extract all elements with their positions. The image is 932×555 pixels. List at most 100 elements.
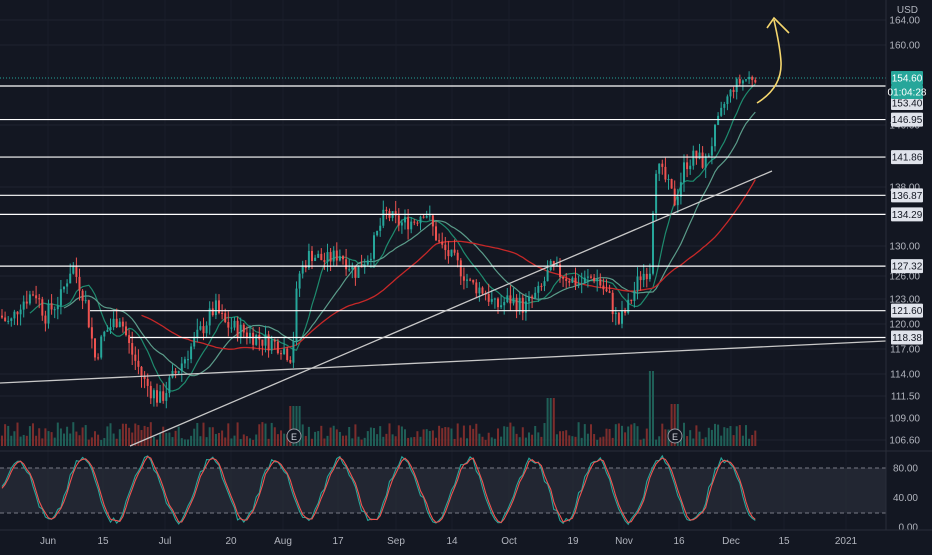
volume-bar xyxy=(261,422,264,446)
volume-bar xyxy=(652,371,654,446)
candle-body xyxy=(128,335,131,344)
stochastic-oscillator xyxy=(0,454,886,526)
date-tick-label: 2021 xyxy=(835,536,858,547)
candle-body xyxy=(323,260,326,262)
volume-bar xyxy=(388,423,391,446)
candle-body xyxy=(571,277,574,283)
level-tag-bg xyxy=(891,259,923,274)
drawn-arrow-head xyxy=(766,16,790,34)
volume-bar xyxy=(441,428,444,446)
volume-bar xyxy=(596,439,599,446)
earnings-markers: E E xyxy=(286,428,683,444)
candle-body xyxy=(552,261,555,266)
candle-body xyxy=(233,320,236,328)
volume-bar xyxy=(196,422,199,446)
candle-body xyxy=(25,301,28,304)
price-tick-label: 160.00 xyxy=(889,41,920,52)
volume-bar xyxy=(707,427,710,446)
volume-bar xyxy=(658,436,661,446)
candle-body xyxy=(559,264,561,277)
candle-body xyxy=(636,276,639,291)
volume-bar xyxy=(673,404,676,446)
date-tick-label: Jul xyxy=(159,536,172,547)
volume-bar xyxy=(53,437,56,446)
candle-body xyxy=(38,298,41,300)
candle-body xyxy=(121,321,124,327)
volume-bar xyxy=(121,423,124,446)
volume-bar xyxy=(193,428,196,446)
candle-body xyxy=(103,331,106,337)
candle-body xyxy=(75,266,78,277)
volume-bar xyxy=(382,436,385,446)
volume-bar xyxy=(289,406,292,446)
candle-body xyxy=(301,265,304,274)
volume-bar xyxy=(174,430,177,446)
volume-bar xyxy=(224,437,227,446)
candle-body xyxy=(41,299,44,316)
candle-body xyxy=(78,276,81,291)
volume-bar xyxy=(456,423,459,446)
candle-body xyxy=(385,209,388,212)
level-tag-label: 134.29 xyxy=(892,210,923,221)
volume-bar xyxy=(199,436,202,446)
candle-body xyxy=(614,312,617,315)
level-tag-label: 146.95 xyxy=(892,115,923,126)
volume-bar xyxy=(574,436,577,446)
candle-body xyxy=(466,279,468,281)
candle-body xyxy=(369,258,372,261)
candle-body xyxy=(379,225,382,231)
volume-bar xyxy=(165,432,168,446)
volume-bar xyxy=(490,437,493,446)
volume-bar xyxy=(301,424,304,446)
candle-body xyxy=(670,179,673,189)
volume-bar xyxy=(214,433,217,446)
candle-body xyxy=(717,115,720,125)
volume-bars xyxy=(1,371,757,446)
volume-bar xyxy=(72,422,75,446)
volume-bar xyxy=(608,429,611,446)
oscillator-axis[interactable]: 80.00 40.00 0.00 xyxy=(893,463,918,533)
candle-body xyxy=(689,165,692,170)
candle-body xyxy=(332,250,335,262)
ma-mid-line xyxy=(63,111,756,377)
candle-body xyxy=(47,303,50,324)
candle-body xyxy=(754,80,757,83)
candle-body xyxy=(611,292,614,315)
level-tag-label: 136.87 xyxy=(892,191,923,202)
volume-bar xyxy=(602,436,605,446)
candle-body xyxy=(515,297,518,312)
date-axis[interactable]: Jun 15 Jul 20 Aug 17 Sep 14 Oct 19 Nov 16 Dec 15 2021 xyxy=(40,536,858,547)
volume-bar xyxy=(416,431,419,446)
volume-bar xyxy=(143,425,146,446)
volume-bar xyxy=(444,427,447,446)
volume-bar xyxy=(518,437,521,446)
candle-body xyxy=(87,300,90,328)
candle-body xyxy=(131,343,134,355)
candle-body xyxy=(453,249,456,253)
candle-body xyxy=(596,279,599,282)
candle-body xyxy=(137,360,140,367)
volume-bar xyxy=(385,433,388,446)
volume-bar xyxy=(168,432,171,446)
currency-label: USD xyxy=(897,5,918,16)
candle-body xyxy=(4,317,7,321)
level-price-tags: 153.40 146.95 141.86 136.87 134.29 127.32 121.… xyxy=(888,71,927,345)
date-tick-label: 15 xyxy=(97,536,109,547)
volume-bar xyxy=(394,436,397,446)
volume-bar xyxy=(407,437,410,446)
candle-body xyxy=(726,96,729,104)
volume-bar xyxy=(131,432,134,446)
candle-body xyxy=(469,279,472,281)
volume-bar xyxy=(41,438,44,446)
candle-body xyxy=(506,295,509,303)
volume-bar xyxy=(726,428,729,446)
volume-bar xyxy=(555,434,558,446)
volume-bar xyxy=(717,424,720,446)
volume-bar xyxy=(366,431,369,446)
candle-body xyxy=(236,320,239,338)
candle-body xyxy=(112,318,115,328)
volume-bar xyxy=(363,437,366,446)
volume-bar xyxy=(639,439,642,446)
volume-bar xyxy=(149,422,152,446)
